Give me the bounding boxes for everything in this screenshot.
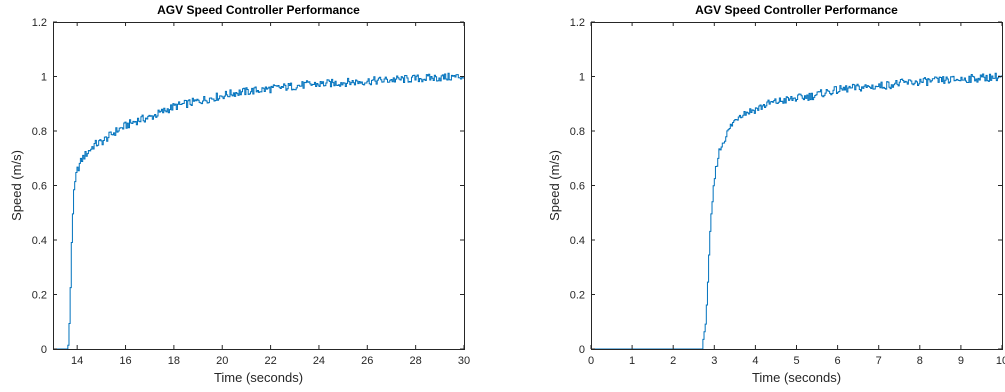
- y-tick-label: 0: [41, 344, 47, 356]
- x-tick-label: 10: [996, 355, 1005, 367]
- x-axis-label: Time (seconds): [214, 370, 303, 385]
- plot-area-frame: [591, 22, 1003, 350]
- x-tick-label: 26: [361, 355, 373, 367]
- y-tick-label: 0.4: [32, 235, 47, 247]
- x-tick-label: 1: [629, 355, 635, 367]
- x-tick-label: 0: [588, 355, 594, 367]
- chart-2: 0 1 2 3 4 5 6 7 8 9 10 0 0.2 0.4 0.6 0.8 1 1.2 AGV Speed C…: [547, 3, 1005, 385]
- y-tick-label: 0.8: [32, 126, 47, 138]
- x-axis-label: Time (seconds): [752, 370, 841, 385]
- chart-title: AGV Speed Controller Performance: [695, 3, 898, 17]
- x-tick-label: 9: [958, 355, 964, 367]
- x-tick-label: 3: [711, 355, 717, 367]
- x-tick-label: 8: [917, 355, 923, 367]
- x-tick-label: 16: [119, 355, 131, 367]
- x-tick-label: 5: [793, 355, 799, 367]
- y-tick-label: 1.2: [32, 17, 47, 29]
- x-tick-label: 4: [752, 355, 758, 367]
- y-tick-label: 0.2: [32, 290, 47, 302]
- y-axis-label: Speed (m/s): [9, 150, 24, 221]
- x-tick-label: 24: [313, 355, 325, 367]
- x-tick-label: 30: [458, 355, 470, 367]
- y-tick-label: 0.8: [570, 126, 585, 138]
- y-tick-label: 0.2: [570, 290, 585, 302]
- y-tick-label: 1: [579, 72, 585, 84]
- y-tick-label: 0.6: [32, 181, 47, 193]
- x-tick-label: 14: [71, 355, 83, 367]
- plot-area-frame: [53, 22, 465, 350]
- x-tick-label: 28: [410, 355, 422, 367]
- y-tick-label: 0: [579, 344, 585, 356]
- x-tick-label: 18: [168, 355, 180, 367]
- chart-title: AGV Speed Controller Performance: [157, 3, 360, 17]
- y-tick-label: 1: [41, 72, 47, 84]
- series-line-1: [591, 72, 1002, 349]
- chart-1: 14 16 18 20 22 24 26 28 30 0 0.2 0.4 0.6 0.8 1 1.2 AGV S…: [9, 3, 470, 385]
- x-tick-label: 22: [264, 355, 276, 367]
- x-tick-label: 7: [876, 355, 882, 367]
- y-tick-label: 1.2: [570, 17, 585, 29]
- y-tick-label: 0.4: [570, 235, 585, 247]
- y-tick-label: 0.6: [570, 181, 585, 193]
- series-line-1: [53, 72, 464, 349]
- x-tick-label: 20: [216, 355, 228, 367]
- x-tick-label: 2: [670, 355, 676, 367]
- x-tick-label: 6: [835, 355, 841, 367]
- y-axis-label: Speed (m/s): [547, 150, 562, 221]
